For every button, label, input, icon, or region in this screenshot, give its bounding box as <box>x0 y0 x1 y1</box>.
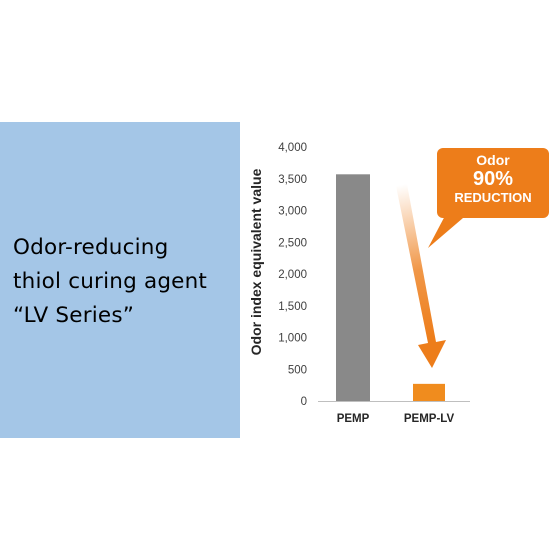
title-panel: Odor-reducing thiol curing agent “LV Ser… <box>0 122 240 438</box>
y-axis-label: Odor index equivalent value <box>248 168 264 355</box>
bar-pemp-lv <box>413 383 445 401</box>
callout-line-3: REDUCTION <box>454 190 532 205</box>
headline-line-3: “LV Series” <box>13 303 135 328</box>
y-tick-label: 1,500 <box>278 301 307 313</box>
callout-line-2: 90% <box>472 168 514 190</box>
callout-pointer <box>428 212 470 248</box>
y-tick-label: 2,000 <box>278 269 307 281</box>
y-tick-label: 2,500 <box>278 237 307 249</box>
headline-line-2: thiol curing agent <box>13 269 208 294</box>
odor-reduction-callout: Odor 90% REDUCTION <box>437 148 549 218</box>
x-category-label: PEMP-LV <box>404 413 455 425</box>
y-tick-label: 4,000 <box>278 142 307 154</box>
y-tick-label: 1,000 <box>278 333 307 345</box>
y-tick-label: 3,500 <box>278 174 307 186</box>
headline: Odor-reducing thiol curing agent “LV Ser… <box>13 231 238 333</box>
y-tick-label: 0 <box>301 396 307 408</box>
x-category-label: PEMP <box>337 413 370 425</box>
headline-line-1: Odor-reducing <box>13 235 169 260</box>
y-tick-label: 500 <box>288 364 307 376</box>
callout-line-1: Odor <box>476 152 510 168</box>
y-tick-label: 3,000 <box>278 206 307 218</box>
bar-pemp <box>336 174 370 401</box>
down-arrow-icon <box>396 184 446 368</box>
